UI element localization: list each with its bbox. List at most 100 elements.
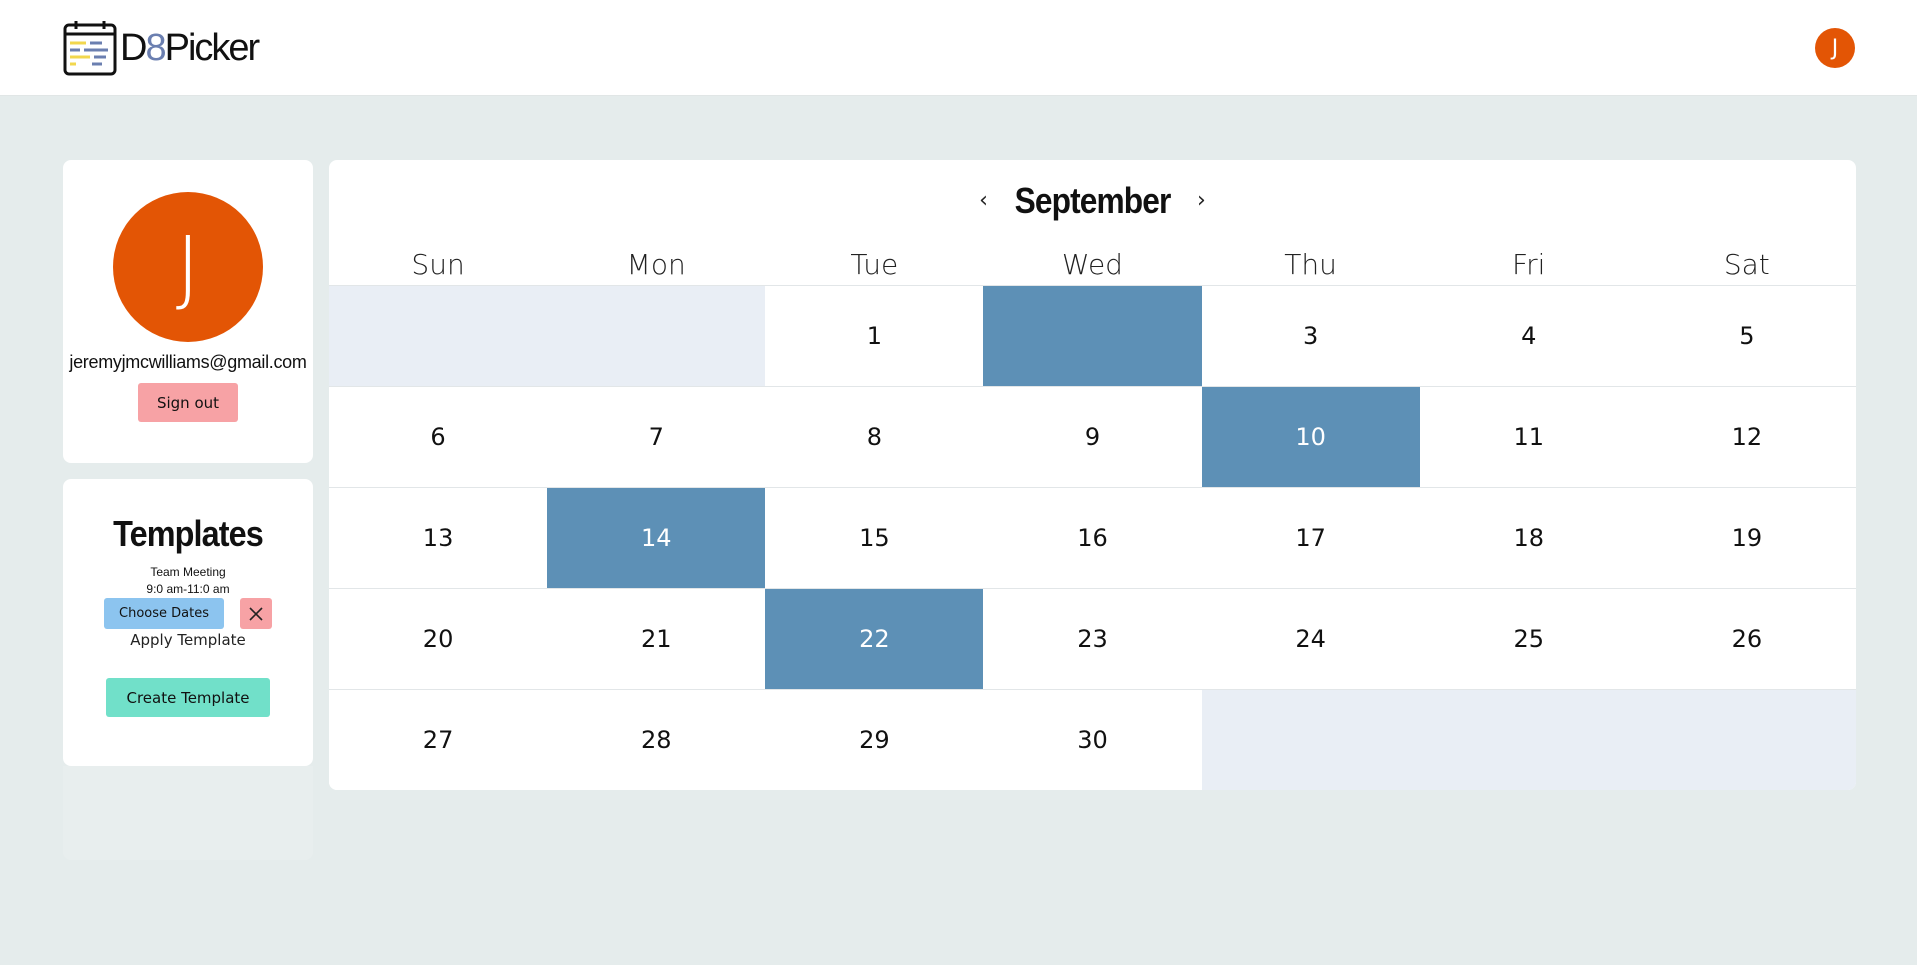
day-cell-29[interactable]: 29 <box>765 690 984 790</box>
day-cell-9[interactable]: 9 <box>983 387 1202 488</box>
day-number: 16 <box>1077 524 1108 552</box>
day-cell-20[interactable]: 20 <box>329 589 548 690</box>
day-number: 20 <box>422 625 454 653</box>
weekday-wed: Wed <box>1061 248 1123 281</box>
day-number: 8 <box>866 423 882 451</box>
month-title: September <box>1014 179 1172 221</box>
day-cell-3[interactable]: 3 <box>1201 286 1420 387</box>
day-cell-12[interactable]: 12 <box>1637 387 1856 488</box>
calendar-day-grid: 1 3 4 5 6 7 8 9 10 11 12 13 14 15 16 17 18 19 20 21 22 23 24 25… <box>329 285 1856 790</box>
weekday-tue: Tue <box>850 248 899 281</box>
templates-heading: Templates <box>113 513 264 554</box>
day-number: 23 <box>1077 625 1108 653</box>
top-navigation-bar: D8Picker J <box>0 0 1917 96</box>
day-number: 9 <box>1084 423 1101 451</box>
day-number: 7 <box>648 423 664 451</box>
day-number: 4 <box>1521 322 1537 350</box>
day-number: 30 <box>1077 726 1108 754</box>
day-number: 19 <box>1731 524 1763 552</box>
weekday-sun: Sun <box>411 248 465 281</box>
day-cell-21[interactable]: 21 <box>547 589 766 690</box>
weekday-fri: Fri <box>1512 248 1546 281</box>
weekday-thu: Thu <box>1284 248 1337 281</box>
day-cell-2[interactable] <box>983 286 1202 387</box>
day-cell-10[interactable]: 10 <box>1201 387 1420 488</box>
delete-template-button[interactable] <box>240 598 272 629</box>
day-number: 10 <box>1295 423 1326 451</box>
empty-day-cell <box>1637 690 1856 790</box>
user-avatar-button[interactable]: J <box>1815 28 1855 68</box>
day-cell-13[interactable]: 13 <box>329 488 548 589</box>
day-cell-28[interactable]: 28 <box>547 690 766 790</box>
weekday-sat: Sat <box>1723 248 1770 281</box>
template-name: Team Meeting <box>150 565 226 579</box>
sign-out-button[interactable]: Sign out <box>138 383 238 422</box>
calendar-logo-icon <box>63 21 117 76</box>
day-cell-18[interactable]: 18 <box>1419 488 1638 589</box>
logo-letter-d: D <box>120 27 147 69</box>
day-number: 21 <box>640 625 672 653</box>
day-number: 14 <box>640 524 672 552</box>
empty-day-cell <box>1419 690 1638 790</box>
day-cell-7[interactable]: 7 <box>547 387 766 488</box>
day-number: 25 <box>1513 625 1545 653</box>
day-cell-24[interactable]: 24 <box>1201 589 1420 690</box>
day-cell-25[interactable]: 25 <box>1419 589 1638 690</box>
day-cell-19[interactable]: 19 <box>1637 488 1856 589</box>
choose-dates-button[interactable]: Choose Dates <box>104 598 224 629</box>
day-cell-16[interactable]: 16 <box>983 488 1202 589</box>
day-number: 29 <box>859 726 890 754</box>
template-time: 9:0 am-11:0 am <box>146 582 230 596</box>
day-cell-4[interactable]: 4 <box>1419 286 1638 387</box>
day-cell-6[interactable]: 6 <box>329 387 548 488</box>
day-cell-5[interactable]: 5 <box>1637 286 1856 387</box>
app-logo[interactable]: D8Picker <box>62 19 261 77</box>
day-cell-22[interactable]: 22 <box>765 589 984 690</box>
create-template-button[interactable]: Create Template <box>106 678 270 717</box>
day-number: 24 <box>1295 625 1326 653</box>
month-navigation: ‹ September › <box>329 178 1856 223</box>
day-number: 6 <box>430 423 446 451</box>
day-number: 26 <box>1731 625 1763 653</box>
day-cell-15[interactable]: 15 <box>765 488 984 589</box>
day-number: 1 <box>866 322 882 350</box>
templates-card: Templates Team Meeting 9:0 am-11:0 am Ch… <box>63 479 313 766</box>
profile-card: J jeremyjmcwilliams@gmail.com Sign out <box>63 160 313 463</box>
previous-month-chevron-icon[interactable]: ‹ <box>979 187 988 213</box>
day-number: 12 <box>1731 423 1763 451</box>
profile-avatar: J <box>113 192 263 342</box>
day-number: 17 <box>1295 524 1326 552</box>
templates-card-footer <box>63 766 313 860</box>
weekday-mon: Mon <box>626 248 686 281</box>
day-cell-17[interactable]: 17 <box>1201 488 1420 589</box>
day-number: 22 <box>859 625 890 653</box>
day-cell-26[interactable]: 26 <box>1637 589 1856 690</box>
empty-day-cell <box>1201 690 1420 790</box>
day-cell-27[interactable]: 27 <box>329 690 548 790</box>
day-number: 5 <box>1739 322 1755 350</box>
day-number: 27 <box>422 726 454 754</box>
apply-template-label: Apply Template <box>130 631 246 649</box>
day-number: 15 <box>859 524 890 552</box>
day-cell-11[interactable]: 11 <box>1419 387 1638 488</box>
day-cell-30[interactable]: 30 <box>983 690 1202 790</box>
day-cell-23[interactable]: 23 <box>983 589 1202 690</box>
day-number: 18 <box>1513 524 1545 552</box>
day-number: 28 <box>640 726 672 754</box>
next-month-chevron-icon[interactable]: › <box>1197 187 1206 213</box>
logo-wordmark: D8Picker <box>120 27 261 69</box>
logo-word-picker: Picker <box>164 27 261 69</box>
day-cell-8[interactable]: 8 <box>765 387 984 488</box>
empty-day-cell <box>547 286 766 387</box>
day-cell-14[interactable]: 14 <box>547 488 766 589</box>
weekday-header-row: Sun Mon Tue Wed Thu Fri Sat <box>329 242 1856 287</box>
day-cell-1[interactable]: 1 <box>765 286 984 387</box>
day-number: 11 <box>1513 423 1545 451</box>
empty-day-cell <box>329 286 548 387</box>
close-icon <box>249 606 263 621</box>
logo-digit-eight: 8 <box>145 27 166 69</box>
day-number: 3 <box>1302 322 1319 350</box>
user-email: jeremyjmcwilliams@gmail.com <box>69 352 307 372</box>
day-number: 13 <box>422 524 454 552</box>
